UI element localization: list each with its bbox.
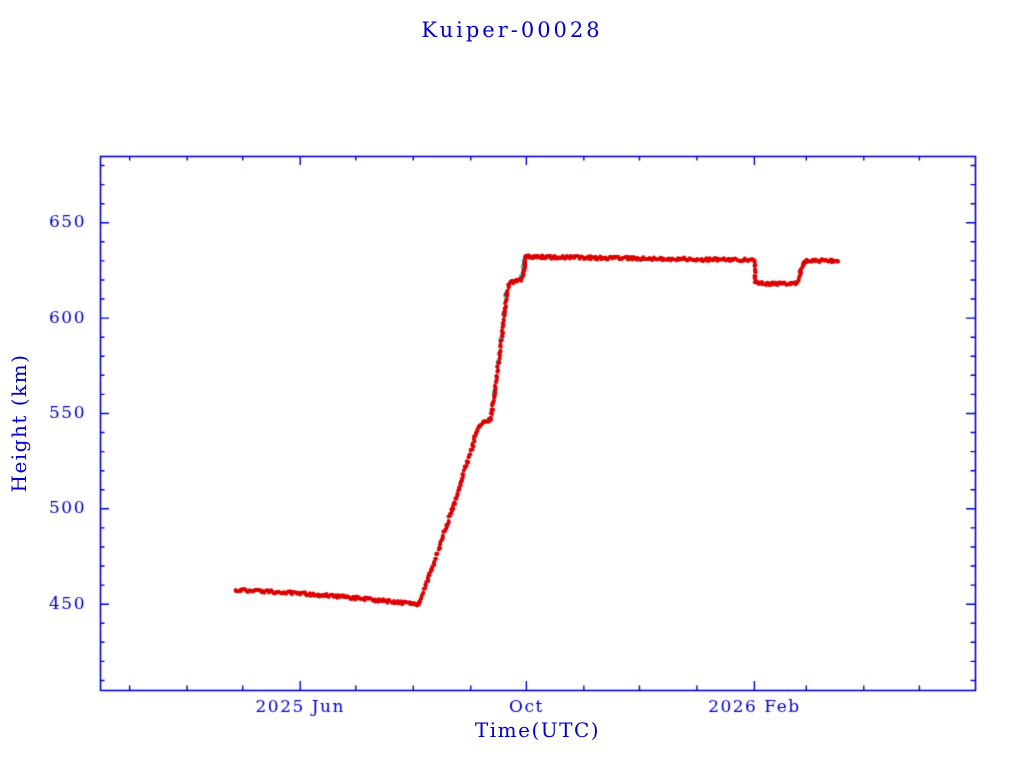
x-axis-label: Time(UTC) bbox=[474, 718, 601, 742]
chart-title: Kuiper-00028 bbox=[421, 18, 603, 42]
y-axis-label: Height (km) bbox=[7, 353, 31, 493]
